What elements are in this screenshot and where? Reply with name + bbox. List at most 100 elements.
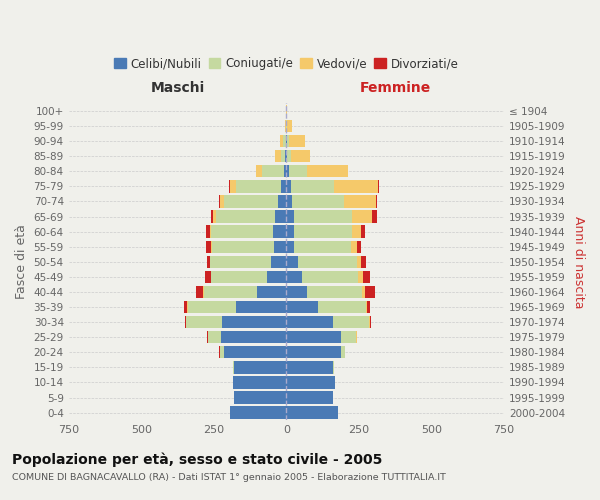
Bar: [286, 392, 334, 404]
Bar: [286, 331, 341, 344]
Bar: [286, 210, 293, 222]
Bar: [233, 376, 286, 388]
Bar: [273, 226, 286, 238]
Bar: [234, 392, 286, 404]
Bar: [341, 346, 345, 358]
Legend: Celibi/Nubili, Coniugati/e, Vedovi/e, Divorziati/e: Celibi/Nubili, Coniugati/e, Vedovi/e, Di…: [109, 52, 463, 74]
Bar: [185, 316, 186, 328]
Bar: [207, 331, 208, 344]
Bar: [290, 180, 334, 192]
Bar: [293, 210, 352, 222]
Bar: [365, 301, 367, 313]
Bar: [221, 331, 286, 344]
Bar: [318, 301, 365, 313]
Bar: [233, 361, 234, 374]
Bar: [333, 361, 334, 374]
Bar: [362, 270, 370, 283]
Bar: [292, 196, 344, 207]
Bar: [341, 331, 356, 344]
Bar: [344, 196, 376, 207]
Bar: [223, 316, 286, 328]
Bar: [196, 286, 203, 298]
Bar: [302, 270, 358, 283]
Bar: [361, 256, 366, 268]
Bar: [188, 301, 236, 313]
Bar: [206, 240, 211, 253]
Y-axis label: Fasce di età: Fasce di età: [15, 224, 28, 299]
Bar: [365, 286, 376, 298]
Bar: [281, 150, 286, 162]
Bar: [361, 226, 365, 238]
Text: COMUNE DI BAGNACAVALLO (RA) - Dati ISTAT 1° gennaio 2005 - Elaborazione TUTTITAL: COMUNE DI BAGNACAVALLO (RA) - Dati ISTAT…: [12, 472, 446, 482]
Bar: [280, 135, 283, 147]
Bar: [275, 210, 286, 222]
Bar: [290, 150, 310, 162]
Y-axis label: Anni di nascita: Anni di nascita: [572, 216, 585, 308]
Bar: [352, 226, 361, 238]
Bar: [262, 165, 284, 177]
Bar: [236, 180, 281, 192]
Bar: [212, 240, 274, 253]
Bar: [206, 256, 210, 268]
Bar: [229, 180, 230, 192]
Bar: [289, 165, 307, 177]
Bar: [287, 150, 290, 162]
Bar: [295, 240, 351, 253]
Bar: [286, 256, 298, 268]
Bar: [287, 135, 289, 147]
Bar: [210, 256, 271, 268]
Bar: [372, 210, 377, 222]
Bar: [275, 150, 281, 162]
Bar: [286, 150, 287, 162]
Bar: [219, 346, 220, 358]
Bar: [284, 165, 286, 177]
Bar: [286, 180, 290, 192]
Bar: [184, 301, 187, 313]
Bar: [211, 270, 268, 283]
Bar: [289, 135, 305, 147]
Bar: [278, 196, 286, 207]
Bar: [256, 165, 262, 177]
Bar: [236, 301, 286, 313]
Bar: [211, 210, 213, 222]
Bar: [356, 256, 361, 268]
Bar: [271, 256, 286, 268]
Bar: [351, 240, 357, 253]
Bar: [286, 196, 292, 207]
Bar: [283, 135, 286, 147]
Bar: [224, 346, 286, 358]
Bar: [274, 240, 286, 253]
Bar: [230, 180, 236, 192]
Bar: [286, 240, 295, 253]
Bar: [358, 270, 362, 283]
Bar: [334, 180, 378, 192]
Bar: [209, 226, 211, 238]
Bar: [378, 180, 379, 192]
Bar: [286, 361, 333, 374]
Bar: [367, 301, 370, 313]
Bar: [281, 180, 286, 192]
Bar: [376, 196, 377, 207]
Bar: [287, 120, 292, 132]
Text: Maschi: Maschi: [151, 81, 205, 95]
Bar: [352, 210, 372, 222]
Bar: [369, 316, 370, 328]
Bar: [213, 210, 216, 222]
Bar: [286, 376, 335, 388]
Bar: [298, 256, 356, 268]
Bar: [220, 346, 224, 358]
Bar: [230, 406, 286, 419]
Bar: [186, 316, 223, 328]
Bar: [286, 301, 318, 313]
Text: Popolazione per età, sesso e stato civile - 2005: Popolazione per età, sesso e stato civil…: [12, 452, 382, 467]
Bar: [206, 226, 209, 238]
Bar: [211, 226, 273, 238]
Bar: [286, 226, 295, 238]
Bar: [286, 270, 302, 283]
Bar: [219, 196, 220, 207]
Bar: [286, 406, 338, 419]
Bar: [307, 286, 362, 298]
Bar: [205, 270, 211, 283]
Bar: [286, 165, 289, 177]
Text: Femmine: Femmine: [359, 81, 431, 95]
